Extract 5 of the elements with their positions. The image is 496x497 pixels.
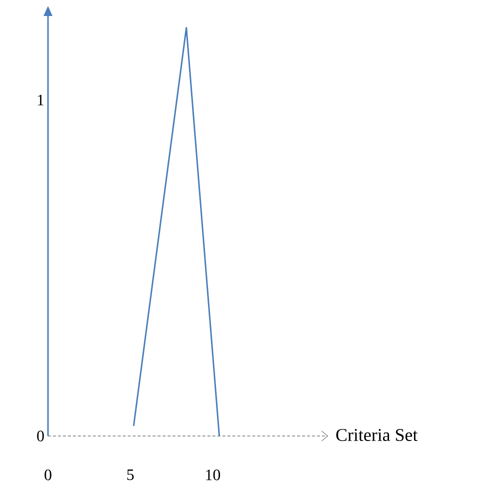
x-tick-label: 0 <box>44 470 52 480</box>
y-tick-label: 1 <box>38 94 44 106</box>
x-tick-label: 5 <box>127 470 134 480</box>
x-tick-label: 10 <box>206 470 220 480</box>
x-axis-title: Criteria Set <box>336 428 418 442</box>
